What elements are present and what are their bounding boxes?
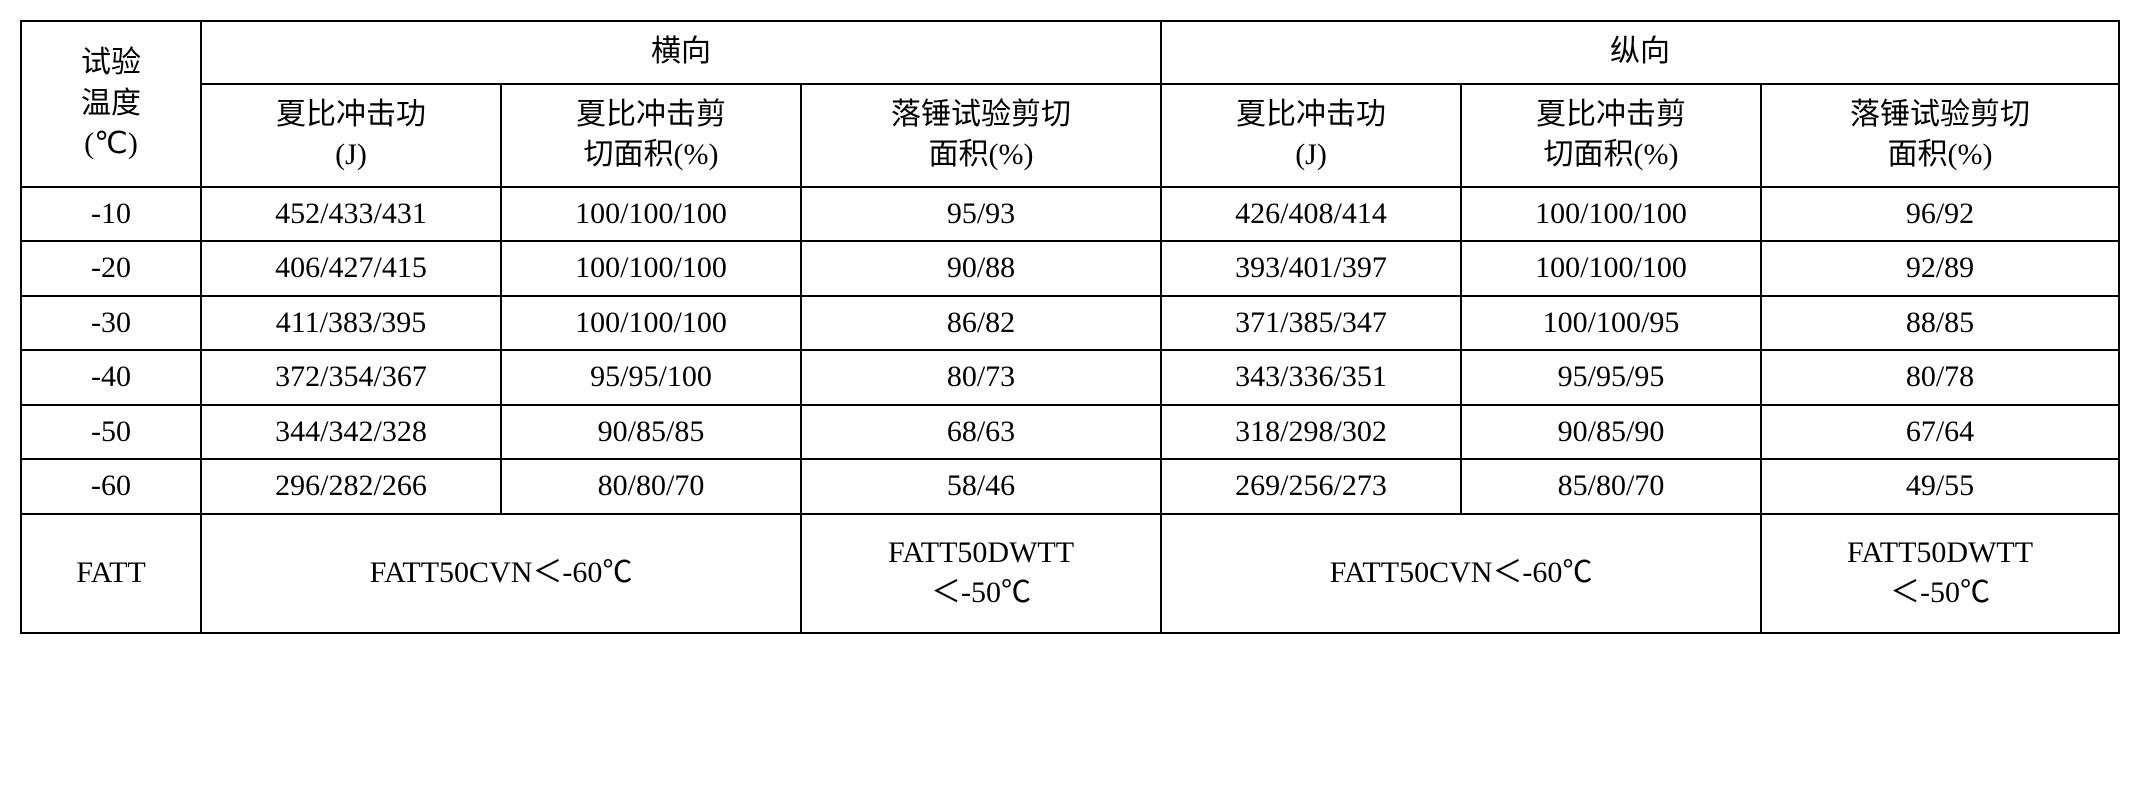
header-transverse-drop-shear: 落锤试验剪切面积(%) <box>801 84 1161 187</box>
cell-transverse-drop-shear: 86/82 <box>801 296 1161 351</box>
cell-longitudinal-charpy-shear: 100/100/100 <box>1461 187 1761 242</box>
cell-longitudinal-charpy-energy: 426/408/414 <box>1161 187 1461 242</box>
cell-longitudinal-drop-shear: 92/89 <box>1761 241 2119 296</box>
cell-transverse-drop-shear: 80/73 <box>801 350 1161 405</box>
cell-transverse-charpy-energy: 406/427/415 <box>201 241 501 296</box>
cell-fatt-transverse-dwtt: FATT50DWTT＜-50℃ <box>801 514 1161 633</box>
cell-transverse-charpy-shear: 95/95/100 <box>501 350 801 405</box>
table-row: -40372/354/36795/95/10080/73343/336/3519… <box>21 350 2119 405</box>
cell-longitudinal-charpy-energy: 318/298/302 <box>1161 405 1461 460</box>
cell-transverse-drop-shear: 95/93 <box>801 187 1161 242</box>
cell-longitudinal-drop-shear: 80/78 <box>1761 350 2119 405</box>
cell-longitudinal-charpy-energy: 393/401/397 <box>1161 241 1461 296</box>
table-row: -50344/342/32890/85/8568/63318/298/30290… <box>21 405 2119 460</box>
cell-temperature: -60 <box>21 459 201 514</box>
cell-transverse-charpy-energy: 411/383/395 <box>201 296 501 351</box>
cell-temperature: -40 <box>21 350 201 405</box>
cell-temperature: -30 <box>21 296 201 351</box>
cell-transverse-drop-shear: 68/63 <box>801 405 1161 460</box>
cell-longitudinal-charpy-shear: 95/95/95 <box>1461 350 1761 405</box>
cell-longitudinal-charpy-energy: 371/385/347 <box>1161 296 1461 351</box>
cell-longitudinal-charpy-shear: 100/100/100 <box>1461 241 1761 296</box>
cell-transverse-charpy-energy: 452/433/431 <box>201 187 501 242</box>
header-longitudinal: 纵向 <box>1161 21 2119 84</box>
cell-fatt-longitudinal-dwtt: FATT50DWTT＜-50℃ <box>1761 514 2119 633</box>
header-longitudinal-drop-shear: 落锤试验剪切面积(%) <box>1761 84 2119 187</box>
cell-transverse-charpy-energy: 372/354/367 <box>201 350 501 405</box>
cell-longitudinal-drop-shear: 49/55 <box>1761 459 2119 514</box>
cell-transverse-charpy-shear: 100/100/100 <box>501 187 801 242</box>
table-row: -10452/433/431100/100/10095/93426/408/41… <box>21 187 2119 242</box>
header-transverse: 横向 <box>201 21 1161 84</box>
cell-longitudinal-charpy-energy: 269/256/273 <box>1161 459 1461 514</box>
cell-transverse-charpy-shear: 90/85/85 <box>501 405 801 460</box>
cell-longitudinal-charpy-shear: 100/100/95 <box>1461 296 1761 351</box>
cell-transverse-drop-shear: 58/46 <box>801 459 1161 514</box>
header-test-temperature: 试验温度(℃) <box>21 21 201 187</box>
table-row: -30411/383/395100/100/10086/82371/385/34… <box>21 296 2119 351</box>
cell-transverse-charpy-energy: 344/342/328 <box>201 405 501 460</box>
header-longitudinal-charpy-energy: 夏比冲击功(J) <box>1161 84 1461 187</box>
header-longitudinal-charpy-shear: 夏比冲击剪切面积(%) <box>1461 84 1761 187</box>
cell-fatt-label: FATT <box>21 514 201 633</box>
cell-fatt-longitudinal-cvn: FATT50CVN＜-60℃ <box>1161 514 1761 633</box>
table-row: -20406/427/415100/100/10090/88393/401/39… <box>21 241 2119 296</box>
cell-longitudinal-charpy-shear: 90/85/90 <box>1461 405 1761 460</box>
cell-temperature: -20 <box>21 241 201 296</box>
impact-test-table: 试验温度(℃)横向纵向夏比冲击功(J)夏比冲击剪切面积(%)落锤试验剪切面积(%… <box>20 20 2120 634</box>
header-transverse-charpy-shear: 夏比冲击剪切面积(%) <box>501 84 801 187</box>
cell-longitudinal-charpy-energy: 343/336/351 <box>1161 350 1461 405</box>
table-row: -60296/282/26680/80/7058/46269/256/27385… <box>21 459 2119 514</box>
cell-temperature: -10 <box>21 187 201 242</box>
cell-temperature: -50 <box>21 405 201 460</box>
cell-transverse-charpy-shear: 100/100/100 <box>501 296 801 351</box>
cell-fatt-transverse-cvn: FATT50CVN＜-60℃ <box>201 514 801 633</box>
cell-transverse-drop-shear: 90/88 <box>801 241 1161 296</box>
cell-longitudinal-drop-shear: 96/92 <box>1761 187 2119 242</box>
cell-longitudinal-drop-shear: 67/64 <box>1761 405 2119 460</box>
header-transverse-charpy-energy: 夏比冲击功(J) <box>201 84 501 187</box>
cell-transverse-charpy-shear: 80/80/70 <box>501 459 801 514</box>
cell-transverse-charpy-energy: 296/282/266 <box>201 459 501 514</box>
cell-longitudinal-charpy-shear: 85/80/70 <box>1461 459 1761 514</box>
fatt-row: FATTFATT50CVN＜-60℃FATT50DWTT＜-50℃FATT50C… <box>21 514 2119 633</box>
cell-longitudinal-drop-shear: 88/85 <box>1761 296 2119 351</box>
cell-transverse-charpy-shear: 100/100/100 <box>501 241 801 296</box>
